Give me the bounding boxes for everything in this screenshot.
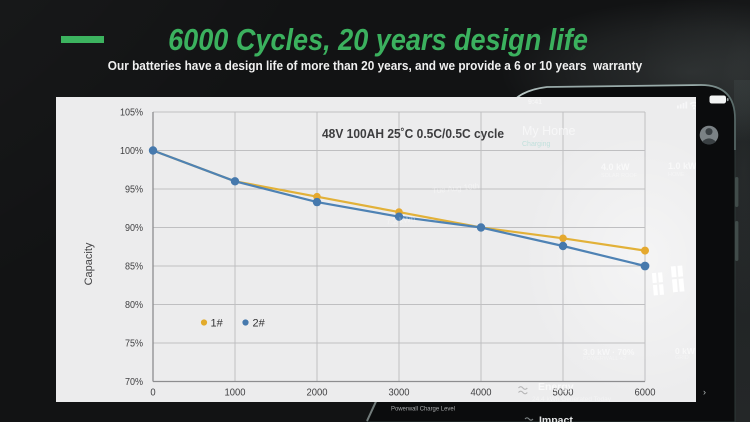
svg-text:48V 100AH 25˚C 0.5C/0.5C cycle: 48V 100AH 25˚C 0.5C/0.5C cycle [322, 126, 504, 141]
svg-text:3000: 3000 [388, 387, 409, 399]
svg-text:75%: 75% [125, 338, 143, 350]
svg-text:Impact: Impact [539, 415, 573, 422]
svg-text:2000: 2000 [307, 387, 328, 399]
svg-text:105%: 105% [120, 107, 143, 119]
svg-text:1#: 1# [211, 318, 224, 330]
svg-text:1000: 1000 [225, 387, 246, 399]
svg-text:Capacity: Capacity [83, 242, 95, 285]
svg-text:4000: 4000 [470, 387, 491, 399]
svg-text:›: › [703, 387, 706, 397]
svg-text:100%: 100% [120, 145, 143, 157]
svg-text:95%: 95% [125, 184, 143, 196]
svg-text:0: 0 [150, 387, 156, 399]
svg-text:70%: 70% [125, 376, 143, 388]
svg-text:90%: 90% [125, 222, 143, 234]
svg-text:2#: 2# [253, 318, 266, 330]
svg-text:80%: 80% [125, 299, 143, 311]
svg-text:Powerwall Charge Level: Powerwall Charge Level [391, 406, 455, 413]
svg-text:85%: 85% [125, 261, 143, 273]
svg-text:6000: 6000 [634, 387, 655, 399]
svg-text:5000: 5000 [552, 387, 573, 399]
